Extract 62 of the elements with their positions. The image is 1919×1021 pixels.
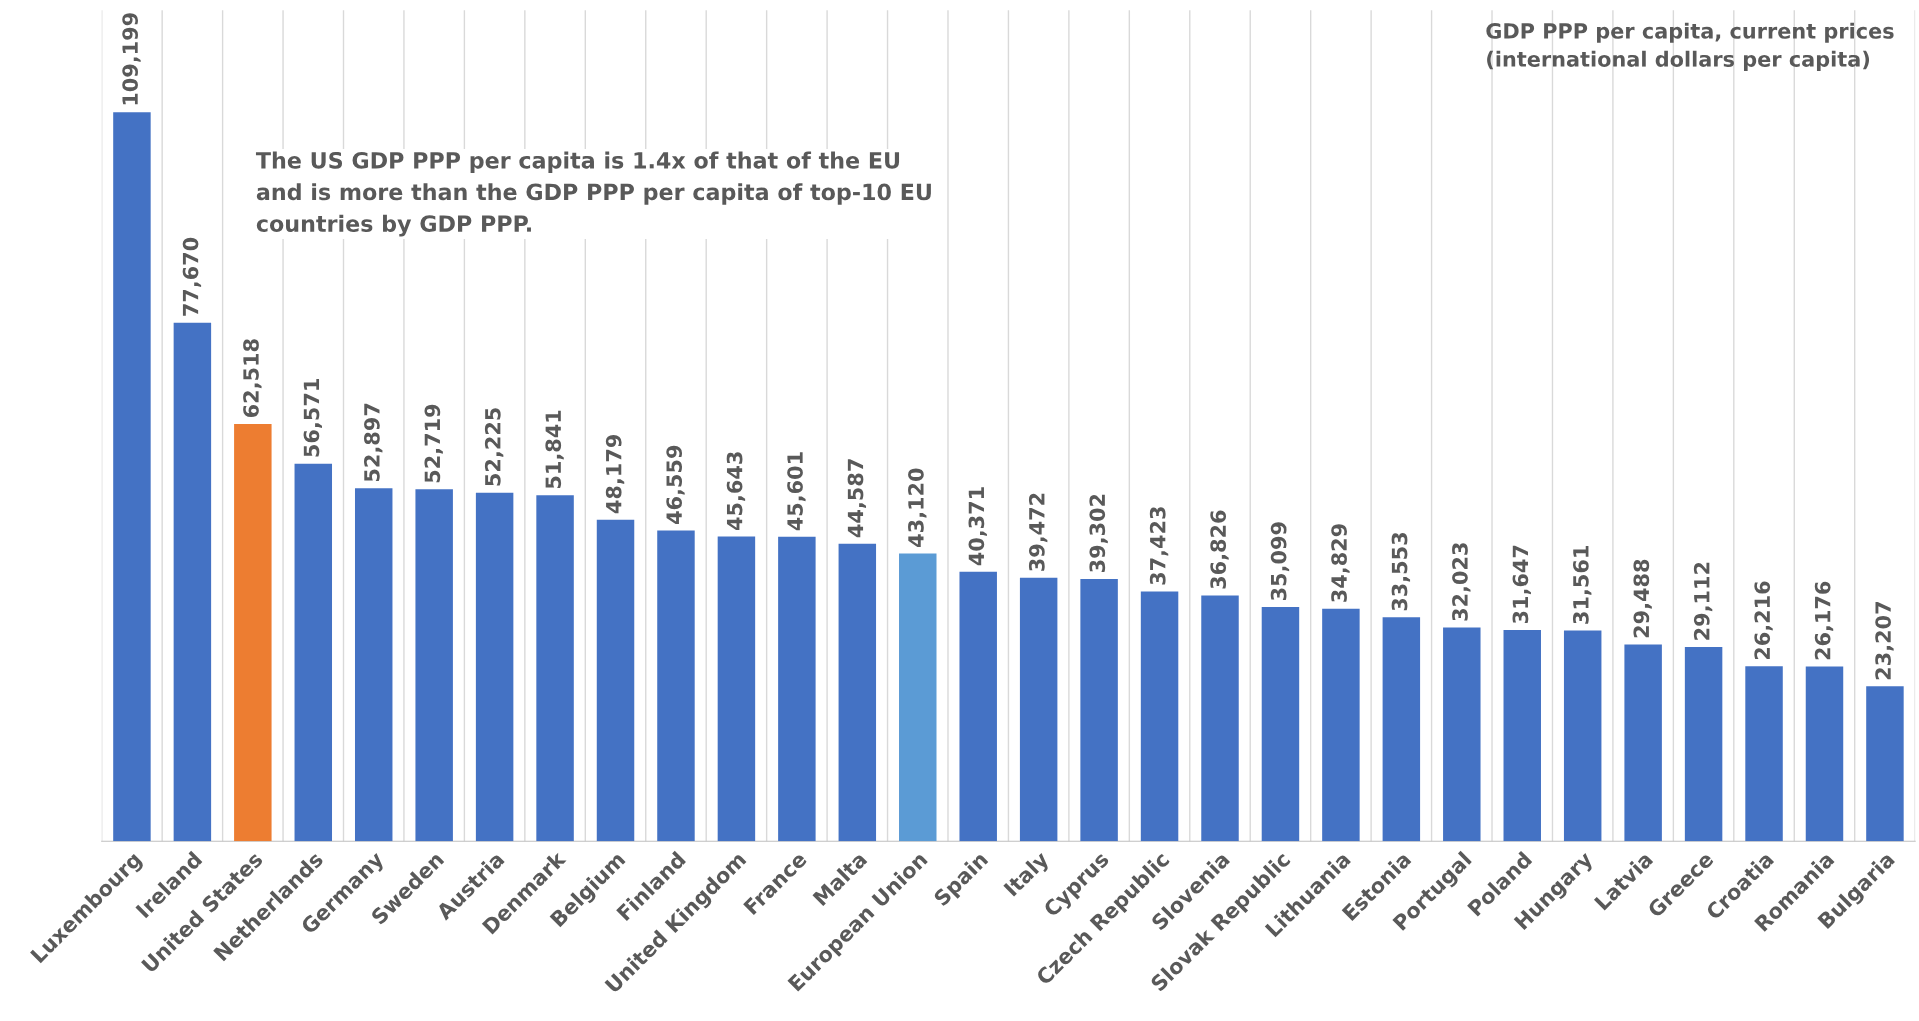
data-label: 52,225: [484, 408, 504, 486]
data-label: 62,518: [243, 339, 262, 418]
bar: [173, 322, 212, 842]
bar: [415, 489, 453, 842]
data-label: 26,216: [1754, 581, 1773, 660]
bar: [1624, 644, 1662, 842]
data-label: 39,302: [1089, 494, 1108, 572]
bar: [899, 553, 937, 842]
bar: [1745, 666, 1783, 842]
bar: [1322, 608, 1360, 842]
data-label: 33,553: [1391, 533, 1411, 611]
bar: [1382, 617, 1421, 842]
data-label: 46,559: [666, 445, 685, 524]
bar: [717, 536, 756, 842]
bar: [838, 543, 877, 842]
bar: [536, 495, 574, 842]
data-label: 52,897: [364, 403, 383, 481]
data-label: 31,647: [1512, 545, 1531, 624]
data-label: 43,120: [908, 468, 927, 547]
data-label: 48,179: [605, 435, 625, 514]
bar: [1261, 606, 1300, 842]
data-label: 77,670: [182, 237, 202, 316]
data-label: 56,571: [303, 379, 322, 457]
bar: [1140, 591, 1179, 842]
data-label: 32,023: [1452, 543, 1471, 621]
bar: [596, 519, 635, 842]
data-label: 40,371: [968, 487, 987, 566]
bar: [1503, 630, 1541, 842]
data-label: 23,207: [1875, 602, 1894, 680]
data-label: 26,176: [1814, 581, 1834, 660]
data-label: 45,643: [726, 452, 746, 531]
data-label: 37,423: [1149, 507, 1169, 585]
data-label: 44,587: [847, 459, 867, 538]
data-label: 29,488: [1633, 559, 1652, 638]
data-label: 51,841: [545, 410, 564, 489]
data-label: 34,829: [1331, 524, 1350, 602]
data-label: 36,826: [1210, 510, 1229, 589]
annotation: The US GDP PPP per capita is 1.4x of that of the EU and is more than the GDP PPP per capita of top-10 EU countries by GDP PPP.: [255, 151, 931, 237]
data-label: 29,112: [1693, 562, 1713, 640]
bar: [294, 463, 333, 842]
bar: [234, 423, 272, 842]
bar: [354, 488, 393, 842]
data-label: 35,099: [1270, 522, 1290, 601]
bar: [1443, 627, 1481, 842]
bar: [778, 536, 816, 842]
bar: [1684, 646, 1723, 842]
chart-title: GDP PPP per capita, current prices (international dollars per capita): [1486, 22, 1894, 71]
bar: [1805, 666, 1844, 842]
bar: [1019, 577, 1058, 842]
bar: [113, 112, 151, 842]
bar: [959, 571, 997, 842]
bar: [1563, 630, 1602, 842]
data-label: 52,719: [424, 404, 443, 483]
data-label: 109,199: [122, 13, 141, 105]
bar: [657, 530, 695, 842]
data-label: 31,561: [1572, 546, 1592, 624]
bar: [1201, 595, 1239, 842]
bar: [1080, 578, 1118, 842]
bar: [475, 492, 514, 842]
bar: [1866, 686, 1904, 842]
data-label: 45,601: [787, 452, 806, 531]
data-label: 39,472: [1028, 493, 1048, 571]
